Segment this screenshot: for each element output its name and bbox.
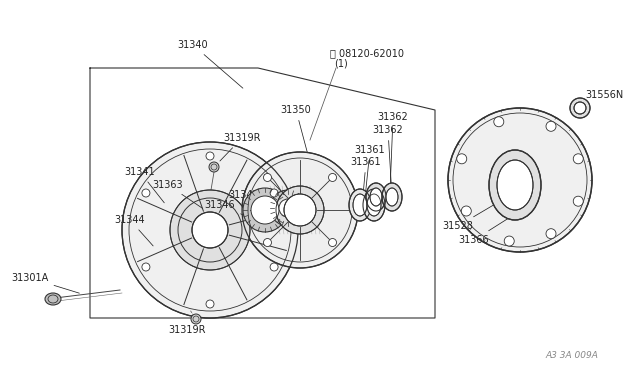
Ellipse shape xyxy=(386,188,398,206)
Text: Ⓑ 08120-62010: Ⓑ 08120-62010 xyxy=(330,48,404,58)
Ellipse shape xyxy=(170,190,250,270)
Ellipse shape xyxy=(243,188,287,232)
Ellipse shape xyxy=(494,117,504,127)
Ellipse shape xyxy=(574,102,586,114)
Text: 31341: 31341 xyxy=(125,167,164,203)
Ellipse shape xyxy=(461,206,471,216)
Ellipse shape xyxy=(276,186,324,234)
Ellipse shape xyxy=(573,154,583,164)
Ellipse shape xyxy=(270,189,278,197)
Text: 31319R: 31319R xyxy=(220,133,260,161)
Text: 31346: 31346 xyxy=(205,200,252,219)
Ellipse shape xyxy=(370,188,382,206)
Ellipse shape xyxy=(206,152,214,160)
Ellipse shape xyxy=(328,173,337,182)
Ellipse shape xyxy=(573,196,583,206)
Ellipse shape xyxy=(489,150,541,220)
Ellipse shape xyxy=(191,314,201,324)
Text: (1): (1) xyxy=(334,58,348,68)
Ellipse shape xyxy=(497,160,533,210)
Text: 31528: 31528 xyxy=(443,201,500,231)
Ellipse shape xyxy=(122,142,298,318)
Ellipse shape xyxy=(448,108,592,252)
Text: 31347: 31347 xyxy=(228,190,273,211)
Ellipse shape xyxy=(192,212,228,248)
Ellipse shape xyxy=(242,152,358,268)
Text: 31301A: 31301A xyxy=(12,273,79,293)
Ellipse shape xyxy=(284,194,316,226)
Ellipse shape xyxy=(349,189,371,221)
Ellipse shape xyxy=(367,194,381,216)
Ellipse shape xyxy=(457,154,467,164)
Ellipse shape xyxy=(270,190,306,226)
Ellipse shape xyxy=(206,300,214,308)
Ellipse shape xyxy=(251,196,279,224)
Ellipse shape xyxy=(142,189,150,197)
Ellipse shape xyxy=(570,98,590,118)
Text: 31363: 31363 xyxy=(153,180,203,208)
Text: A3 3A 009A: A3 3A 009A xyxy=(545,352,598,360)
Text: 31362: 31362 xyxy=(372,125,403,194)
Text: 31340: 31340 xyxy=(178,40,243,88)
Text: 31319R: 31319R xyxy=(168,320,205,335)
FancyBboxPatch shape xyxy=(245,202,295,218)
Ellipse shape xyxy=(45,293,61,305)
Ellipse shape xyxy=(366,183,386,211)
Ellipse shape xyxy=(546,121,556,131)
Text: 31361: 31361 xyxy=(351,157,381,204)
Ellipse shape xyxy=(264,238,271,247)
Text: 31344: 31344 xyxy=(115,215,153,246)
Text: 31350: 31350 xyxy=(280,105,312,152)
Ellipse shape xyxy=(363,189,385,221)
Text: 31362: 31362 xyxy=(378,112,408,189)
Ellipse shape xyxy=(264,173,271,182)
Ellipse shape xyxy=(142,263,150,271)
Ellipse shape xyxy=(279,199,297,217)
Ellipse shape xyxy=(382,183,402,211)
Ellipse shape xyxy=(353,194,367,216)
Text: 31361: 31361 xyxy=(355,145,385,195)
Ellipse shape xyxy=(504,236,514,246)
Ellipse shape xyxy=(328,238,337,247)
Text: 31366: 31366 xyxy=(459,218,509,245)
Ellipse shape xyxy=(546,229,556,239)
Ellipse shape xyxy=(270,263,278,271)
Ellipse shape xyxy=(209,162,219,172)
Text: 31556N: 31556N xyxy=(575,90,623,111)
